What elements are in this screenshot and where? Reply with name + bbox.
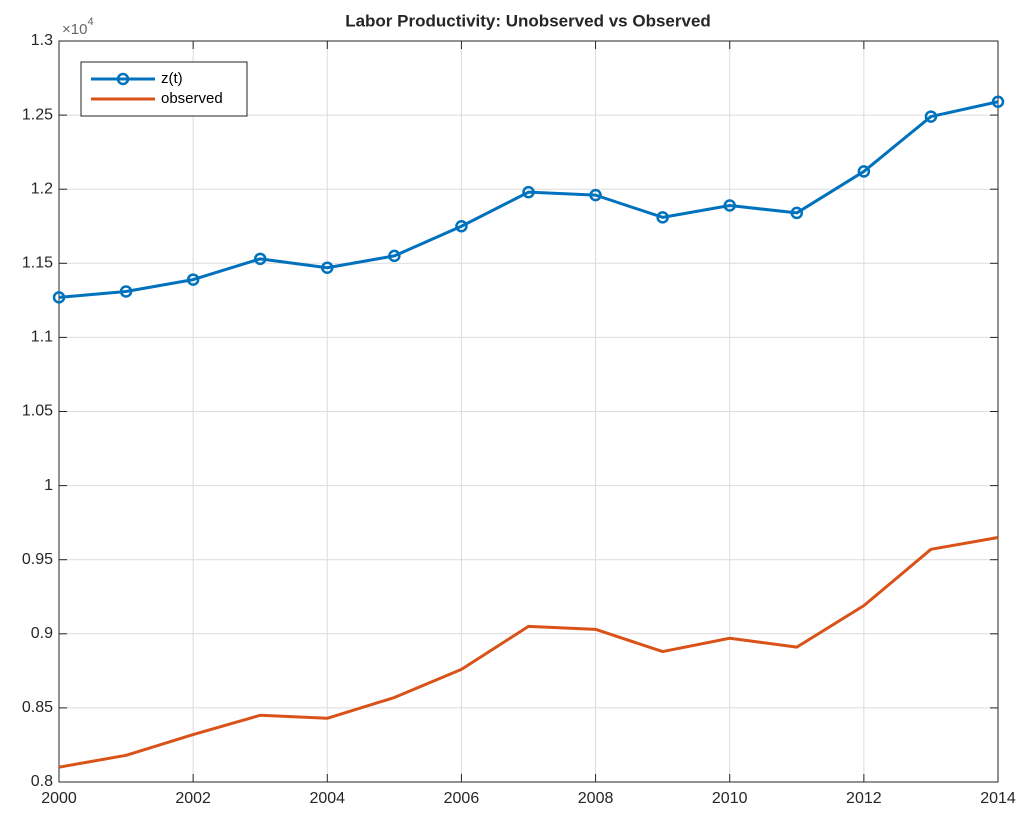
y-tick-label: 1.05 xyxy=(22,403,53,420)
legend-box xyxy=(80,61,248,117)
y-tick-label: 1.25 xyxy=(22,106,53,123)
legend-label: observed xyxy=(161,90,223,107)
x-tick-label: 2006 xyxy=(444,790,480,807)
y-tick-label: 0.8 xyxy=(31,773,53,790)
marker xyxy=(388,249,401,263)
marker xyxy=(522,185,535,199)
x-tick-label: 2002 xyxy=(175,790,211,807)
marker xyxy=(723,199,736,212)
marker xyxy=(589,188,602,202)
y-tick-label: 1.2 xyxy=(31,180,53,197)
legend-marker xyxy=(116,72,130,86)
x-tick-label: 2010 xyxy=(712,790,748,807)
x-tick-label: 2012 xyxy=(846,790,882,807)
y-tick-label: 0.85 xyxy=(22,699,53,716)
line xyxy=(58,100,999,299)
y-tick-label: 1.1 xyxy=(31,329,53,346)
line xyxy=(58,535,999,769)
y-tick-label: 0.95 xyxy=(22,551,53,568)
chart-title: Labor Productivity: Unobserved vs Observ… xyxy=(345,11,711,30)
marker xyxy=(790,206,804,220)
marker xyxy=(455,220,468,233)
x-tick-label: 2014 xyxy=(980,790,1016,807)
marker xyxy=(656,211,669,224)
y-tick-label: 1.15 xyxy=(22,255,53,272)
plot-frame xyxy=(58,40,999,783)
legend-label: z(t) xyxy=(161,70,183,87)
x-tick-label: 2008 xyxy=(578,790,614,807)
marker xyxy=(253,252,267,266)
y-tick-label: 1.3 xyxy=(31,32,53,49)
marker xyxy=(857,165,871,178)
marker xyxy=(321,261,334,274)
marker xyxy=(119,285,133,298)
marker xyxy=(924,110,938,123)
marker xyxy=(52,291,66,304)
y-tick-label: 1 xyxy=(44,477,53,494)
marker xyxy=(186,273,200,286)
y-multiplier: ×104 xyxy=(62,16,94,38)
y-tick-label: 0.9 xyxy=(31,625,53,642)
marker xyxy=(991,95,1005,109)
x-tick-label: 2004 xyxy=(309,790,345,807)
x-tick-label: 2000 xyxy=(41,790,77,807)
